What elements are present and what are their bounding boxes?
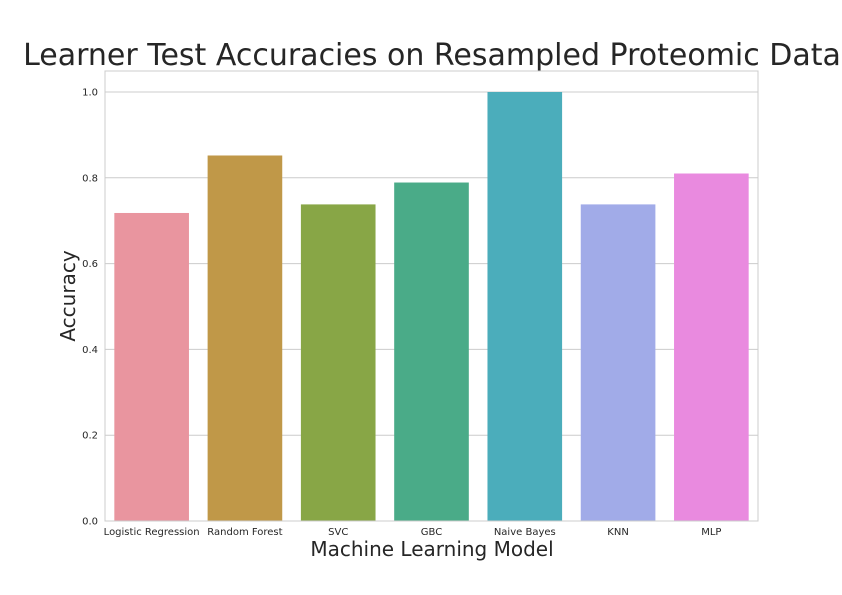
x-tick-label: Logistic Regression (104, 527, 200, 538)
x-tick-label: KNN (607, 527, 629, 538)
y-tick-label: 1.0 (82, 88, 98, 99)
x-tick-label: Naive Bayes (494, 527, 556, 538)
bar-random-forest (207, 155, 283, 521)
y-axis-label: Accuracy (56, 250, 80, 341)
x-tick-label: Random Forest (207, 527, 282, 538)
y-tick-label: 0.6 (82, 259, 98, 270)
y-tick-label: 0.2 (82, 431, 98, 442)
bar-naive-bayes (487, 92, 563, 521)
y-tick-labels: 0.0 0.2 0.4 0.6 0.8 1.0 (82, 88, 98, 528)
bar-svc (300, 204, 376, 521)
bars (114, 92, 749, 522)
y-tick-label: 0.8 (82, 173, 98, 184)
bar-logistic-regression (114, 212, 189, 521)
y-tick-label: 0.0 (82, 517, 98, 528)
x-axis-label: Machine Learning Model (310, 537, 553, 561)
x-tick-labels: Logistic Regression Random Forest SVC GBC Na… (104, 527, 722, 538)
x-tick-label: SVC (328, 527, 348, 538)
bar-knn (580, 204, 656, 521)
bar-mlp (674, 173, 749, 521)
x-tick-label: MLP (701, 527, 721, 538)
y-tick-label: 0.4 (82, 345, 98, 356)
chart-title: Learner Test Accuracies on Resampled Pro… (23, 38, 841, 73)
x-tick-label: GBC (421, 527, 442, 538)
bar-gbc (394, 182, 469, 522)
plot-frame (104, 70, 759, 522)
